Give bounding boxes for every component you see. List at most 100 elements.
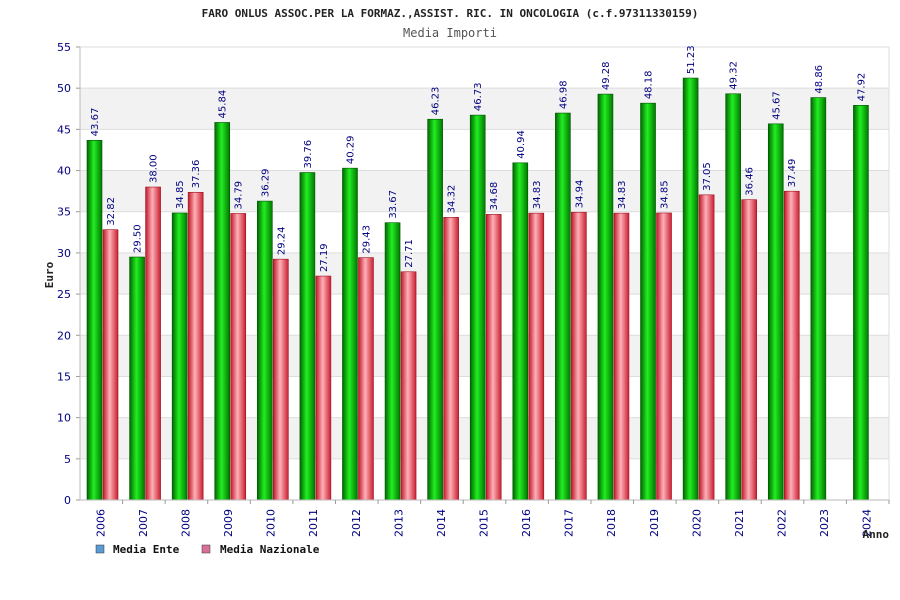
value-label: 32.82 [106, 197, 117, 226]
value-label: 40.29 [345, 136, 356, 165]
legend-swatch-media-nazionale [201, 544, 211, 554]
y-tick-label: 10 [57, 412, 71, 425]
value-label: 34.85 [660, 180, 671, 209]
y-axis-label: Euro [43, 261, 56, 288]
bar-media-ente-2018 [597, 93, 614, 501]
bar-media-ente-2024 [853, 105, 869, 501]
x-tick-label: 2023 [818, 509, 831, 537]
value-label: 36.46 [745, 167, 756, 196]
x-tick-label: 2018 [605, 509, 618, 537]
y-tick-label: 15 [57, 370, 71, 383]
bar-media-nazionale-2016 [528, 212, 545, 501]
x-tick-label: 2006 [94, 509, 107, 537]
bar-media-nazionale-2015 [485, 214, 502, 501]
value-label: 34.83 [532, 180, 543, 209]
bar-media-ente-2022 [767, 123, 784, 501]
bar-media-nazionale-2013 [400, 271, 417, 501]
y-tick-label: 30 [57, 247, 71, 260]
bar-media-ente-2011 [299, 172, 316, 501]
value-label: 45.84 [218, 90, 229, 119]
bar-media-ente-2020 [682, 77, 699, 501]
value-label: 36.29 [260, 168, 271, 197]
bar-media-ente-2021 [725, 93, 741, 501]
axes [76, 46, 890, 504]
x-tick-label: 2012 [350, 509, 363, 537]
value-label: 48.86 [814, 65, 825, 94]
x-tick-labels: 2006 2007 2008 2009 2010 2011 2012 2013 2014 2015… [94, 509, 873, 537]
x-tick-label: 2015 [478, 509, 491, 537]
x-tick-label: 2013 [392, 509, 405, 537]
value-label: 34.79 [234, 181, 245, 210]
bar-media-ente-2016 [512, 162, 529, 501]
bar-media-ente-2019 [640, 102, 656, 501]
value-label: 27.19 [319, 243, 330, 272]
x-tick-label: 2024 [861, 509, 874, 537]
bar-media-ente-2009 [214, 122, 231, 501]
x-tick-label: 2020 [690, 509, 703, 537]
bar-media-ente-2007 [129, 256, 145, 501]
x-axis-label: Anno [863, 528, 890, 541]
bar-media-nazionale-2012 [358, 257, 374, 501]
x-tick-label: 2009 [222, 509, 235, 537]
value-label: 34.85 [175, 180, 186, 209]
value-label: 29.50 [133, 224, 144, 253]
y-tick-label: 55 [57, 41, 71, 54]
bar-media-ente-2015 [469, 114, 486, 501]
legend-swatch-media-ente [95, 544, 105, 554]
y-tick-label: 45 [57, 123, 71, 136]
value-label: 29.43 [361, 225, 372, 254]
bar-media-nazionale-2006 [102, 229, 119, 501]
value-label: 34.32 [447, 185, 458, 214]
x-tick-label: 2017 [563, 509, 576, 537]
value-label: 48.18 [644, 71, 655, 100]
x-tick-label: 2019 [648, 509, 661, 537]
x-tick-label: 2021 [733, 509, 746, 537]
x-tick-label: 2010 [265, 509, 278, 537]
y-tick-label: 0 [64, 494, 71, 507]
bar-media-ente-2006 [86, 140, 103, 501]
value-label: 29.24 [276, 227, 287, 256]
bar-media-nazionale-2009 [230, 213, 247, 501]
value-label: 45.67 [771, 91, 782, 120]
value-label: 34.68 [489, 182, 500, 211]
x-tick-label: 2022 [776, 509, 789, 537]
value-label: 34.83 [617, 180, 628, 209]
bar-media-ente-2010 [257, 200, 273, 501]
y-tick-label: 5 [64, 453, 71, 466]
x-tick-label: 2016 [520, 509, 533, 537]
bar-media-nazionale-2022 [783, 190, 800, 501]
x-tick-label: 2011 [307, 509, 320, 537]
value-label: 37.05 [702, 162, 713, 191]
x-tick-label: 2014 [435, 509, 448, 537]
bar-media-ente-2017 [555, 112, 571, 501]
bar-media-ente-2014 [427, 118, 443, 501]
bar-media-ente-2008 [171, 212, 188, 501]
chart-title: FARO ONLUS ASSOC.PER LA FORMAZ.,ASSIST. … [202, 7, 699, 20]
y-tick-label: 40 [57, 165, 71, 178]
value-label: 38.00 [149, 154, 160, 183]
bar-media-nazionale-2019 [656, 212, 672, 501]
x-tick-label: 2007 [137, 509, 150, 537]
bar-media-nazionale-2010 [273, 258, 289, 501]
value-label: 46.23 [431, 87, 442, 116]
y-tick-label: 50 [57, 82, 71, 95]
value-label: 47.92 [856, 73, 867, 102]
legend: Media Ente Media Nazionale [95, 543, 320, 556]
value-label: 33.67 [388, 190, 399, 219]
y-tick-label: 25 [57, 288, 71, 301]
chart-subtitle: Media Importi [403, 26, 497, 40]
legend-label-media-nazionale: Media Nazionale [220, 543, 320, 556]
y-tick-label: 35 [57, 206, 71, 219]
legend-label-media-ente: Media Ente [113, 543, 180, 556]
value-label: 51.23 [686, 45, 697, 74]
value-label: 46.98 [558, 80, 569, 109]
x-tick-label: 2008 [179, 509, 192, 537]
y-tick-labels: 0 5 10 15 20 25 30 35 40 45 50 55 [57, 41, 71, 507]
value-label: 49.32 [729, 61, 740, 90]
value-label: 37.36 [191, 160, 202, 189]
value-label: 27.71 [404, 239, 415, 268]
bar-media-ente-2012 [342, 167, 358, 501]
value-label: 40.94 [516, 130, 527, 159]
value-label: 46.73 [473, 82, 484, 111]
